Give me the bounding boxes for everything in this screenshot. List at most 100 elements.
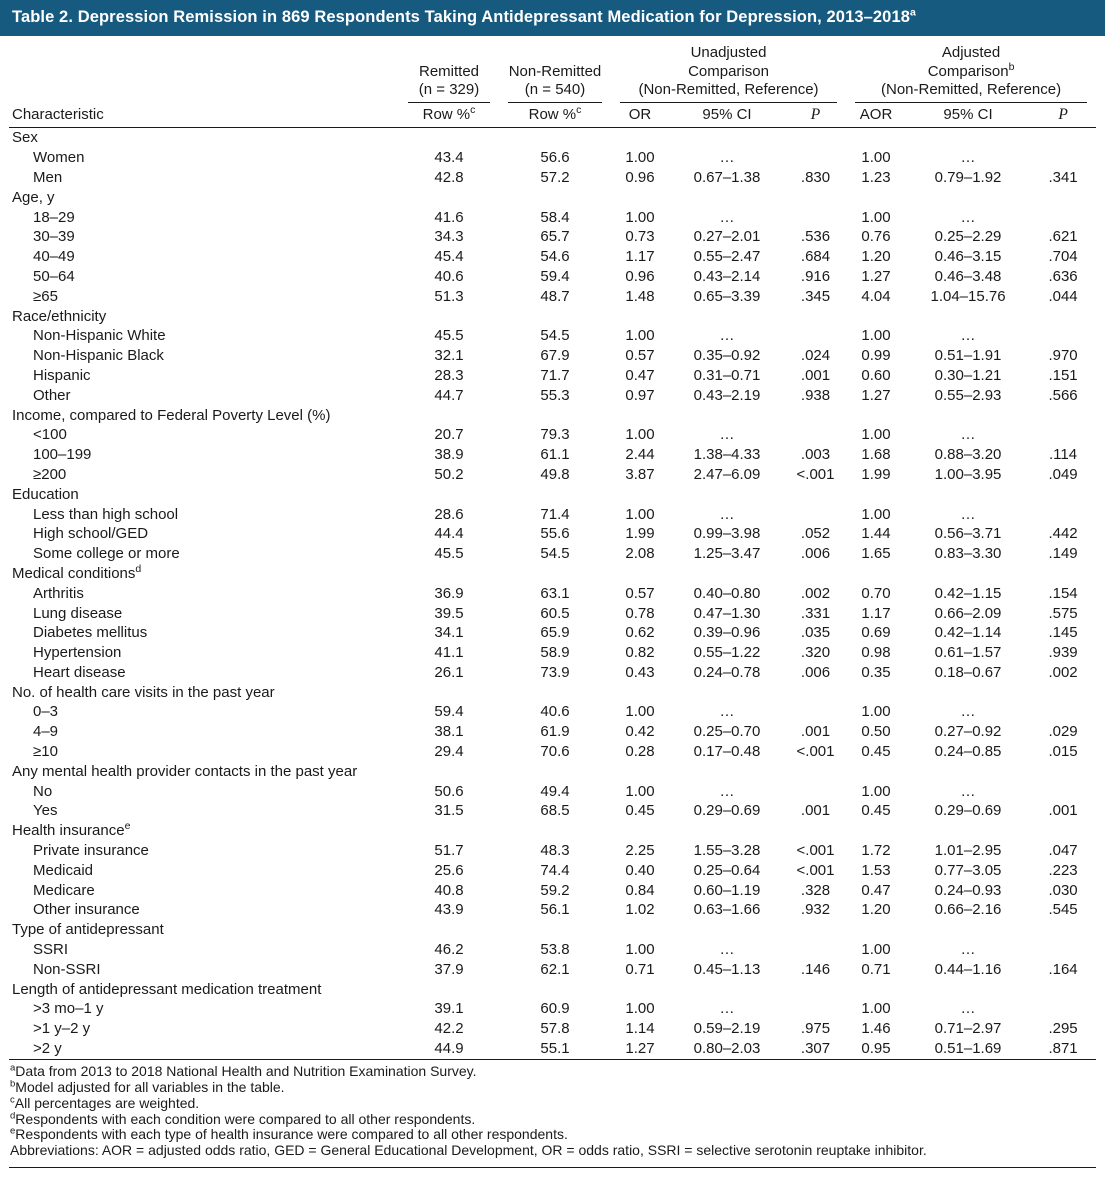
- group-header-row: Income, compared to Federal Poverty Leve…: [9, 406, 1096, 426]
- table-row: 30–39 34.3 65.7 0.73 0.27–2.01 .536 0.76 0.25–2…: [9, 227, 1096, 247]
- aor-value: 0.45: [861, 802, 891, 820]
- aor-p: .575: [1048, 604, 1078, 622]
- nonremitted-pct: 58.4: [540, 208, 570, 226]
- col-group-unadjusted: Unadjusted Comparison (Non-Remitted, Ref…: [611, 38, 846, 103]
- remitted-pct: 44.4: [434, 525, 464, 543]
- group-label: Type of antidepressant: [12, 921, 164, 939]
- or-p: [785, 702, 846, 722]
- nonremitted-pct: 48.3: [540, 842, 570, 860]
- title-superscript: a: [910, 6, 916, 19]
- or-ci: …: [719, 703, 735, 721]
- nonremitted-n: (n = 540): [524, 81, 586, 99]
- group-header-row: Education: [9, 485, 1096, 505]
- col-remitted-rowpct: Row %c: [399, 102, 499, 129]
- remitted-pct: 38.1: [434, 723, 464, 741]
- aor-p: .154: [1048, 584, 1078, 602]
- aor-value: 1.65: [861, 545, 891, 563]
- or-value: 0.57: [625, 584, 655, 602]
- footnote: bModel adjusted for all variables in the…: [10, 1078, 285, 1095]
- aor-ci: 1.00–3.95: [934, 465, 1002, 483]
- aor-value: 0.45: [861, 743, 891, 761]
- table-row: Hypertension 41.1 58.9 0.82 0.55–1.22 .320 0.9…: [9, 643, 1096, 663]
- group-label: Health insurancee: [12, 820, 131, 840]
- aor-ci: …: [960, 1000, 976, 1018]
- row-label: Less than high school: [33, 505, 179, 523]
- aor-ci: …: [960, 327, 976, 345]
- or-ci: 0.55–1.22: [693, 644, 761, 662]
- nonremitted-pct: 40.6: [540, 703, 570, 721]
- or-p: .932: [800, 901, 831, 919]
- row-label: Hypertension: [33, 644, 122, 662]
- aor-value: 0.35: [861, 663, 891, 681]
- remitted-pct: 34.3: [434, 228, 464, 246]
- or-p: [785, 999, 846, 1019]
- or-ci: 0.43–2.14: [693, 267, 761, 285]
- group-header-row: Sex: [9, 128, 1096, 148]
- remitted-pct: 45.5: [434, 545, 464, 563]
- remitted-pct: 40.8: [434, 881, 464, 899]
- or-value: 0.97: [625, 386, 655, 404]
- table-body: Sex Women 43.4 56.6 1.00 … 1.00 … Men 42.8 57.2 0.9…: [9, 128, 1096, 1059]
- col-aor: AOR: [846, 102, 907, 129]
- or-p: .830: [800, 168, 831, 186]
- or-p: [785, 782, 846, 802]
- table-title: Table 2. Depression Remission in 869 Res…: [12, 8, 911, 26]
- aor-p: [1030, 999, 1096, 1019]
- group-label: Education: [12, 485, 79, 503]
- aor-p: .044: [1048, 287, 1078, 305]
- aor-value: 0.69: [861, 624, 891, 642]
- remitted-pct: 59.4: [434, 703, 464, 721]
- remitted-pct: 36.9: [434, 584, 464, 602]
- depression-remission-table: Remitted (n = 329) Non-Remitted (n = 540…: [9, 38, 1097, 1060]
- group-label: Medical conditionsd: [12, 562, 142, 582]
- or-p: .320: [800, 644, 831, 662]
- col-nonremitted-rowpct: Row %c: [499, 102, 611, 129]
- or-ci: …: [719, 208, 735, 226]
- aor-ci: …: [960, 703, 976, 721]
- nonremitted-pct: 48.7: [540, 287, 570, 305]
- or-ci: 1.55–3.28: [693, 842, 761, 860]
- or-p: .916: [800, 267, 831, 285]
- adjusted-header-line1: Adjusted: [941, 44, 1001, 61]
- group-header-row: Type of antidepressant: [9, 920, 1096, 940]
- row-label: ≥200: [33, 465, 67, 483]
- remitted-header: Remitted: [418, 62, 480, 80]
- or-p: <.001: [796, 842, 835, 860]
- group-label: No. of health care visits in the past ye…: [12, 683, 275, 701]
- or-ci: 0.60–1.19: [693, 881, 761, 899]
- or-value: 1.00: [625, 149, 655, 167]
- table-row: ≥10 29.4 70.6 0.28 0.17–0.48 <.001 0.45 0.24–0.…: [9, 742, 1096, 762]
- remitted-pct: 51.7: [434, 842, 464, 860]
- group-label: Any mental health provider contacts in t…: [12, 762, 358, 780]
- unadjusted-header-line3: (Non-Remitted, Reference): [638, 81, 819, 99]
- nonremitted-pct: 73.9: [540, 663, 570, 681]
- or-value: 0.47: [625, 366, 655, 384]
- row-label: High school/GED: [33, 525, 149, 543]
- remitted-pct: 39.5: [434, 604, 464, 622]
- or-p: <.001: [796, 861, 835, 879]
- row-label: ≥10: [33, 743, 58, 761]
- col-characteristic: Characteristic: [9, 102, 399, 129]
- row-label: ≥65: [33, 287, 58, 305]
- or-ci: 0.25–0.70: [693, 723, 761, 741]
- remitted-pct: 46.2: [434, 941, 464, 959]
- aor-p: [1030, 702, 1096, 722]
- or-value: 2.08: [625, 545, 655, 563]
- rowpct-superscript: c: [576, 103, 582, 116]
- aor-ci: 0.66–2.16: [934, 901, 1002, 919]
- remitted-pct: 51.3: [434, 287, 464, 305]
- or-value: 1.02: [625, 901, 655, 919]
- remitted-pct: 32.1: [434, 347, 464, 365]
- aor-p: .029: [1048, 723, 1078, 741]
- nonremitted-pct: 55.6: [540, 525, 570, 543]
- aor-ci: …: [960, 782, 976, 800]
- group-label: Age, y: [12, 188, 55, 206]
- remitted-pct: 43.9: [434, 901, 464, 919]
- table-row: ≥200 50.2 49.8 3.87 2.47–6.09 <.001 1.99 1.00–3…: [9, 465, 1096, 485]
- nonremitted-pct: 62.1: [540, 960, 570, 978]
- or-p: .536: [800, 228, 831, 246]
- nonremitted-pct: 65.7: [540, 228, 570, 246]
- remitted-pct: 31.5: [434, 802, 464, 820]
- aor-p: .223: [1048, 861, 1078, 879]
- remitted-pct: 41.6: [434, 208, 464, 226]
